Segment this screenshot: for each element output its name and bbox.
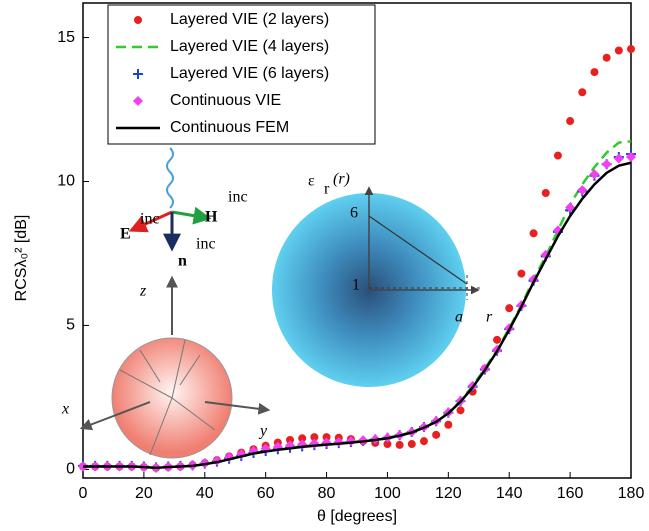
data-point bbox=[566, 117, 575, 126]
data-point bbox=[505, 304, 514, 313]
annotation: inc bbox=[228, 189, 248, 206]
legend-swatch bbox=[133, 96, 143, 106]
data-point bbox=[444, 420, 453, 429]
y-tick-label: 0 bbox=[66, 461, 75, 478]
data-point bbox=[614, 46, 623, 55]
data-point bbox=[565, 202, 576, 213]
data-point bbox=[601, 159, 612, 170]
annotation: inc bbox=[140, 211, 160, 228]
data-point bbox=[456, 406, 465, 415]
x-tick-label: 20 bbox=[135, 485, 153, 502]
data-point bbox=[613, 153, 624, 164]
annotation: z bbox=[139, 283, 147, 300]
y-tick-label: 5 bbox=[66, 317, 75, 334]
annotation: n bbox=[178, 253, 187, 270]
data-point bbox=[626, 152, 636, 163]
y-axis-label: RCSλ₀² [dB] bbox=[13, 215, 30, 302]
x-tick-label: 60 bbox=[257, 485, 275, 502]
data-point bbox=[298, 434, 307, 443]
x-tick-label: 40 bbox=[196, 485, 214, 502]
annotation: inc bbox=[196, 236, 216, 253]
data-point bbox=[529, 229, 538, 238]
data-point bbox=[517, 269, 526, 278]
annotation: r bbox=[486, 309, 493, 326]
legend-swatch bbox=[133, 69, 143, 79]
inset-illustration bbox=[79, 147, 480, 459]
legend-label: Layered VIE (6 layers) bbox=[170, 65, 329, 82]
data-point bbox=[577, 185, 588, 196]
annotation: 6 bbox=[350, 205, 358, 222]
data-point bbox=[407, 440, 416, 449]
y-tick-label: 15 bbox=[57, 29, 75, 46]
data-point bbox=[578, 88, 587, 97]
annotation: ε bbox=[308, 173, 315, 190]
annotation: 1 bbox=[352, 277, 360, 294]
legend-box bbox=[107, 4, 376, 145]
data-point bbox=[589, 169, 600, 180]
x-tick-label: 120 bbox=[435, 485, 462, 502]
legend-label: Continuous VIE bbox=[170, 92, 281, 109]
annotation: x bbox=[61, 401, 69, 418]
data-point bbox=[310, 433, 319, 442]
x-axis-label: θ [degrees] bbox=[317, 508, 397, 525]
data-point bbox=[590, 68, 599, 77]
series-line bbox=[83, 161, 632, 470]
y-tick-label: 10 bbox=[57, 173, 75, 190]
annotation: (r) bbox=[333, 171, 350, 188]
data-point bbox=[395, 440, 404, 449]
legend-label: Layered VIE (2 layers) bbox=[170, 11, 329, 28]
data-point bbox=[286, 436, 295, 444]
data-point bbox=[541, 189, 550, 197]
data-point bbox=[432, 430, 441, 439]
x-tick-label: 160 bbox=[557, 485, 584, 502]
x-tick-label: 80 bbox=[318, 485, 336, 502]
legend-label: Continuous FEM bbox=[170, 119, 289, 136]
annotation: y bbox=[258, 423, 268, 440]
x-tick-label: 180 bbox=[618, 485, 645, 502]
data-point bbox=[322, 433, 331, 442]
data-point bbox=[602, 53, 611, 62]
legend-swatch bbox=[134, 16, 142, 24]
x-tick-label: 0 bbox=[79, 485, 88, 502]
data-point bbox=[627, 45, 635, 54]
annotation: H bbox=[205, 209, 218, 226]
data-point bbox=[419, 437, 428, 446]
plot-frame bbox=[82, 2, 632, 479]
annotation: r bbox=[324, 181, 330, 198]
data-point bbox=[493, 335, 502, 344]
x-tick-label: 100 bbox=[374, 485, 401, 502]
data-point bbox=[383, 440, 392, 449]
x-tick-label: 140 bbox=[496, 485, 523, 502]
legend-label: Layered VIE (4 layers) bbox=[170, 38, 329, 55]
annotation: E bbox=[120, 226, 131, 243]
annotation: a bbox=[455, 309, 463, 326]
data-point bbox=[553, 151, 562, 160]
